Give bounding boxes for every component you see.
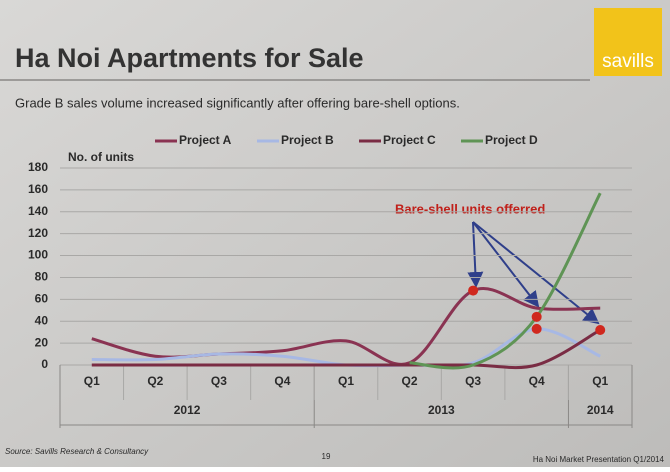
arrow (472, 221, 600, 325)
logo: savills (602, 51, 654, 72)
x-tick-label: Q1 (592, 374, 608, 388)
series-line (91, 328, 601, 370)
footer-note: Ha Noi Market Presentation Q1/2014 (533, 455, 665, 464)
x-tick-label: Q1 (338, 374, 354, 388)
y-tick-label: 40 (35, 313, 49, 327)
x-tick-label: Q3 (465, 374, 481, 388)
subtitle: Grade B sales volume increased significa… (15, 95, 460, 110)
y-tick-label: 180 (28, 160, 48, 174)
y-tick-label: 140 (28, 204, 48, 218)
x-tick-label: Q2 (402, 374, 418, 388)
annotation: Bare-shell units offerred (395, 201, 545, 216)
x-tick-label: Q4 (529, 374, 545, 388)
arrow (467, 221, 484, 288)
title: Ha Noi Apartments for Sale (15, 43, 364, 73)
x-tick-label: Q4 (274, 374, 290, 388)
x-tick-label: Q3 (211, 374, 227, 388)
y-tick-label: 100 (28, 248, 48, 262)
highlight-dot (531, 311, 542, 322)
highlight-dot (468, 285, 479, 296)
logo-box (594, 8, 662, 76)
page-number: 19 (322, 452, 331, 461)
y-axis-label: No. of units (68, 150, 134, 164)
legend-label: Project C (383, 133, 436, 147)
y-tick-label: 60 (35, 292, 49, 306)
y-tick-label: 0 (41, 357, 48, 371)
y-tick-label: 120 (28, 226, 48, 240)
y-tick-label: 80 (35, 270, 49, 284)
year-label: 2013 (428, 403, 455, 417)
annotation-arrows (467, 221, 600, 325)
x-tick-label: Q2 (147, 374, 163, 388)
footer-source: Source: Savills Research & Consultancy (5, 447, 149, 456)
y-tick-label: 160 (28, 182, 48, 196)
arrow (472, 221, 540, 308)
x-tick-label: Q1 (84, 374, 100, 388)
year-label: 2014 (587, 403, 614, 417)
highlight-dot (595, 324, 606, 335)
series-line (409, 192, 602, 370)
legend-label: Project D (485, 133, 538, 147)
legend-label: Project B (281, 133, 334, 147)
y-tick-label: 20 (35, 335, 49, 349)
year-label: 2012 (174, 403, 201, 417)
highlight-dot (531, 323, 542, 334)
legend-label: Project A (179, 133, 232, 147)
